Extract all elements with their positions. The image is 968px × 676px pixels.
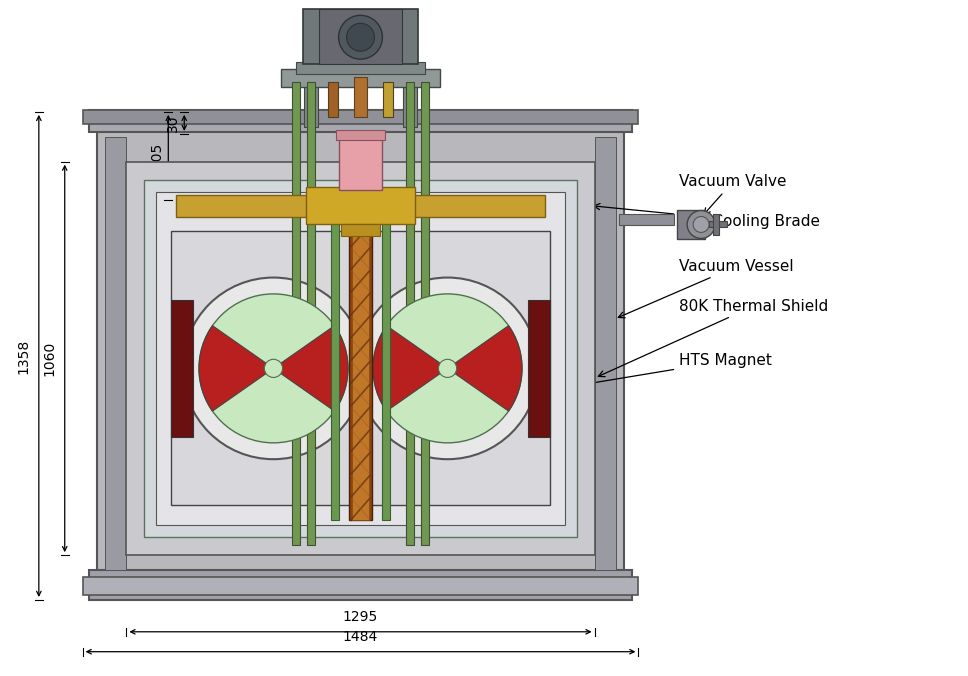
Bar xyxy=(127,162,594,555)
Text: 1358: 1358 xyxy=(16,338,31,374)
Bar xyxy=(528,300,550,437)
Bar xyxy=(336,130,385,140)
Circle shape xyxy=(693,216,710,233)
Bar xyxy=(144,180,577,537)
Bar xyxy=(407,82,414,545)
Bar xyxy=(382,201,390,521)
Bar xyxy=(306,187,415,224)
Bar xyxy=(296,62,425,74)
Bar xyxy=(89,570,632,600)
Text: 80K Thermal Shield: 80K Thermal Shield xyxy=(598,299,829,377)
Bar xyxy=(176,195,545,216)
Bar xyxy=(171,231,550,505)
Bar xyxy=(710,222,727,227)
Bar xyxy=(421,82,429,545)
Circle shape xyxy=(183,278,364,459)
Bar xyxy=(97,112,624,575)
Bar xyxy=(331,201,339,521)
Text: Vacuum Valve: Vacuum Valve xyxy=(680,174,787,214)
Bar xyxy=(620,214,675,226)
Bar xyxy=(89,110,632,132)
Circle shape xyxy=(439,359,457,377)
Bar xyxy=(105,137,127,570)
Circle shape xyxy=(687,210,715,239)
Wedge shape xyxy=(447,326,522,411)
Bar xyxy=(383,82,393,117)
Text: 1295: 1295 xyxy=(343,610,378,624)
Text: HTS Magnet: HTS Magnet xyxy=(548,354,772,392)
Text: 1484: 1484 xyxy=(343,630,378,644)
Circle shape xyxy=(264,359,283,377)
Text: 1060: 1060 xyxy=(43,341,57,376)
Bar xyxy=(339,135,382,189)
Bar xyxy=(281,69,440,87)
Bar xyxy=(713,214,719,235)
Bar xyxy=(82,577,638,595)
Wedge shape xyxy=(373,326,447,411)
Circle shape xyxy=(199,294,348,443)
Bar xyxy=(307,82,315,545)
Text: 30: 30 xyxy=(166,114,180,132)
Bar xyxy=(348,201,373,521)
Circle shape xyxy=(339,16,382,59)
Bar xyxy=(304,82,318,127)
Bar xyxy=(318,9,403,64)
Bar xyxy=(351,201,370,521)
Bar xyxy=(82,110,638,124)
Bar xyxy=(594,137,617,570)
Bar xyxy=(171,300,194,437)
Circle shape xyxy=(373,294,522,443)
Circle shape xyxy=(357,278,538,459)
Bar xyxy=(303,9,418,64)
Bar xyxy=(353,77,368,117)
Text: Vacuum Vessel: Vacuum Vessel xyxy=(619,259,794,318)
Wedge shape xyxy=(199,326,274,411)
Circle shape xyxy=(347,23,375,51)
Wedge shape xyxy=(274,326,348,411)
Bar xyxy=(291,82,300,545)
Text: Coil Cooling Brade: Coil Cooling Brade xyxy=(593,203,820,229)
Bar xyxy=(678,210,705,239)
Bar xyxy=(404,82,417,127)
Bar xyxy=(157,191,564,525)
Bar xyxy=(341,224,380,237)
Text: 205: 205 xyxy=(150,143,165,169)
Bar xyxy=(327,82,338,117)
